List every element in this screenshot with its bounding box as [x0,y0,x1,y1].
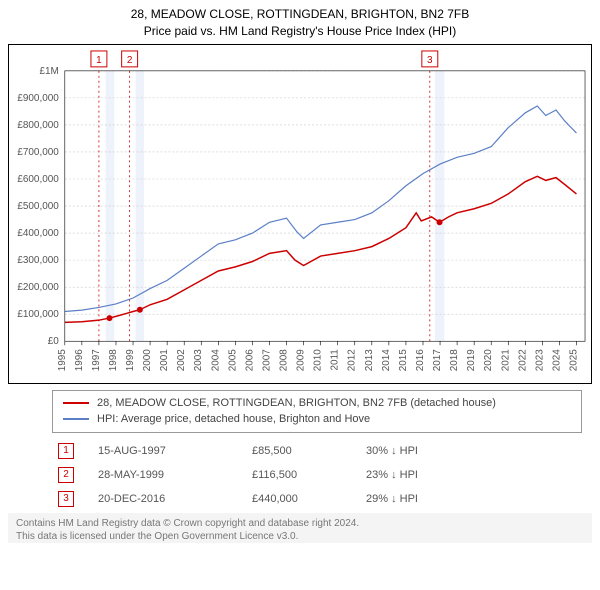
svg-text:2025: 2025 [568,348,579,371]
legend-row-price-paid: 28, MEADOW CLOSE, ROTTINGDEAN, BRIGHTON,… [63,395,571,412]
svg-text:2011: 2011 [330,348,341,370]
chart: £0 £100,000 £200,000 £300,000 £400,000 £500,0… [8,44,592,384]
annotation-price: £85,500 [252,445,342,457]
svg-text:2021: 2021 [500,348,511,371]
svg-text:2022: 2022 [517,348,528,371]
annotation-price: £440,000 [252,493,342,505]
svg-text:2016: 2016 [415,348,426,371]
svg-text:2015: 2015 [398,348,409,371]
svg-text:2000: 2000 [142,348,153,371]
annotation-delta: 30% ↓ HPI [366,445,418,457]
svg-text:2013: 2013 [364,348,375,371]
svg-text:£800,000: £800,000 [17,120,59,131]
legend-label: HPI: Average price, detached house, Brig… [97,411,370,428]
svg-text:1997: 1997 [91,348,102,371]
svg-text:£900,000: £900,000 [17,92,59,103]
svg-text:3: 3 [427,54,433,65]
svg-text:£600,000: £600,000 [17,174,59,185]
svg-text:£100,000: £100,000 [17,309,59,320]
svg-text:£700,000: £700,000 [17,147,59,158]
annotation-date: 15-AUG-1997 [98,445,228,457]
svg-text:2010: 2010 [313,348,324,371]
annotation-date: 28-MAY-1999 [98,469,228,481]
svg-text:2001: 2001 [159,348,170,371]
annotation-badge: 1 [58,443,74,459]
footer: Contains HM Land Registry data © Crown c… [8,513,592,543]
annotation-delta: 29% ↓ HPI [366,493,418,505]
svg-text:2024: 2024 [551,348,562,371]
svg-text:£1M: £1M [39,65,58,76]
svg-text:£200,000: £200,000 [17,282,59,293]
page-container: 28, MEADOW CLOSE, ROTTINGDEAN, BRIGHTON,… [0,0,600,590]
svg-text:2006: 2006 [244,348,255,371]
footer-line2: This data is licensed under the Open Gov… [16,530,584,543]
svg-text:1: 1 [96,54,102,65]
legend-swatch [63,418,89,420]
svg-text:2018: 2018 [449,348,460,371]
svg-text:1995: 1995 [57,348,68,371]
footer-line1: Contains HM Land Registry data © Crown c… [16,517,584,530]
svg-text:£300,000: £300,000 [17,255,59,266]
svg-text:2017: 2017 [432,348,443,371]
title-line2: Price paid vs. HM Land Registry's House … [8,23,592,40]
annotation-row: 1 15-AUG-1997 £85,500 30% ↓ HPI [58,439,582,463]
annotation-price: £116,500 [252,469,342,481]
svg-text:2004: 2004 [210,348,221,371]
chart-svg: £0 £100,000 £200,000 £300,000 £400,000 £500,0… [9,45,591,383]
annotation-row: 3 20-DEC-2016 £440,000 29% ↓ HPI [58,487,582,511]
annotation-badge: 3 [58,491,74,507]
svg-text:2008: 2008 [279,348,290,371]
svg-text:2003: 2003 [193,348,204,371]
svg-text:£500,000: £500,000 [17,201,59,212]
annotation-badge: 2 [58,467,74,483]
svg-text:2002: 2002 [176,348,187,371]
annotations-table: 1 15-AUG-1997 £85,500 30% ↓ HPI 2 28-MAY… [58,439,582,511]
svg-text:1999: 1999 [125,348,136,371]
svg-text:2009: 2009 [296,348,307,371]
annotation-date: 20-DEC-2016 [98,493,228,505]
svg-text:2023: 2023 [534,348,545,371]
svg-text:1998: 1998 [108,348,119,371]
legend: 28, MEADOW CLOSE, ROTTINGDEAN, BRIGHTON,… [52,390,582,433]
annotation-delta: 23% ↓ HPI [366,469,418,481]
svg-text:2: 2 [127,54,133,65]
svg-text:£0: £0 [48,336,60,347]
svg-text:2020: 2020 [483,348,494,371]
annotation-row: 2 28-MAY-1999 £116,500 23% ↓ HPI [58,463,582,487]
svg-text:2014: 2014 [381,348,392,371]
svg-text:£400,000: £400,000 [17,228,59,239]
title-line1: 28, MEADOW CLOSE, ROTTINGDEAN, BRIGHTON,… [8,6,592,23]
legend-swatch [63,402,89,404]
svg-text:2005: 2005 [227,348,238,371]
title-block: 28, MEADOW CLOSE, ROTTINGDEAN, BRIGHTON,… [8,6,592,40]
svg-text:2019: 2019 [466,348,477,371]
svg-text:2012: 2012 [347,348,358,371]
legend-label: 28, MEADOW CLOSE, ROTTINGDEAN, BRIGHTON,… [97,395,496,412]
svg-text:1996: 1996 [74,348,85,371]
svg-text:2007: 2007 [261,348,272,371]
legend-row-hpi: HPI: Average price, detached house, Brig… [63,411,571,428]
